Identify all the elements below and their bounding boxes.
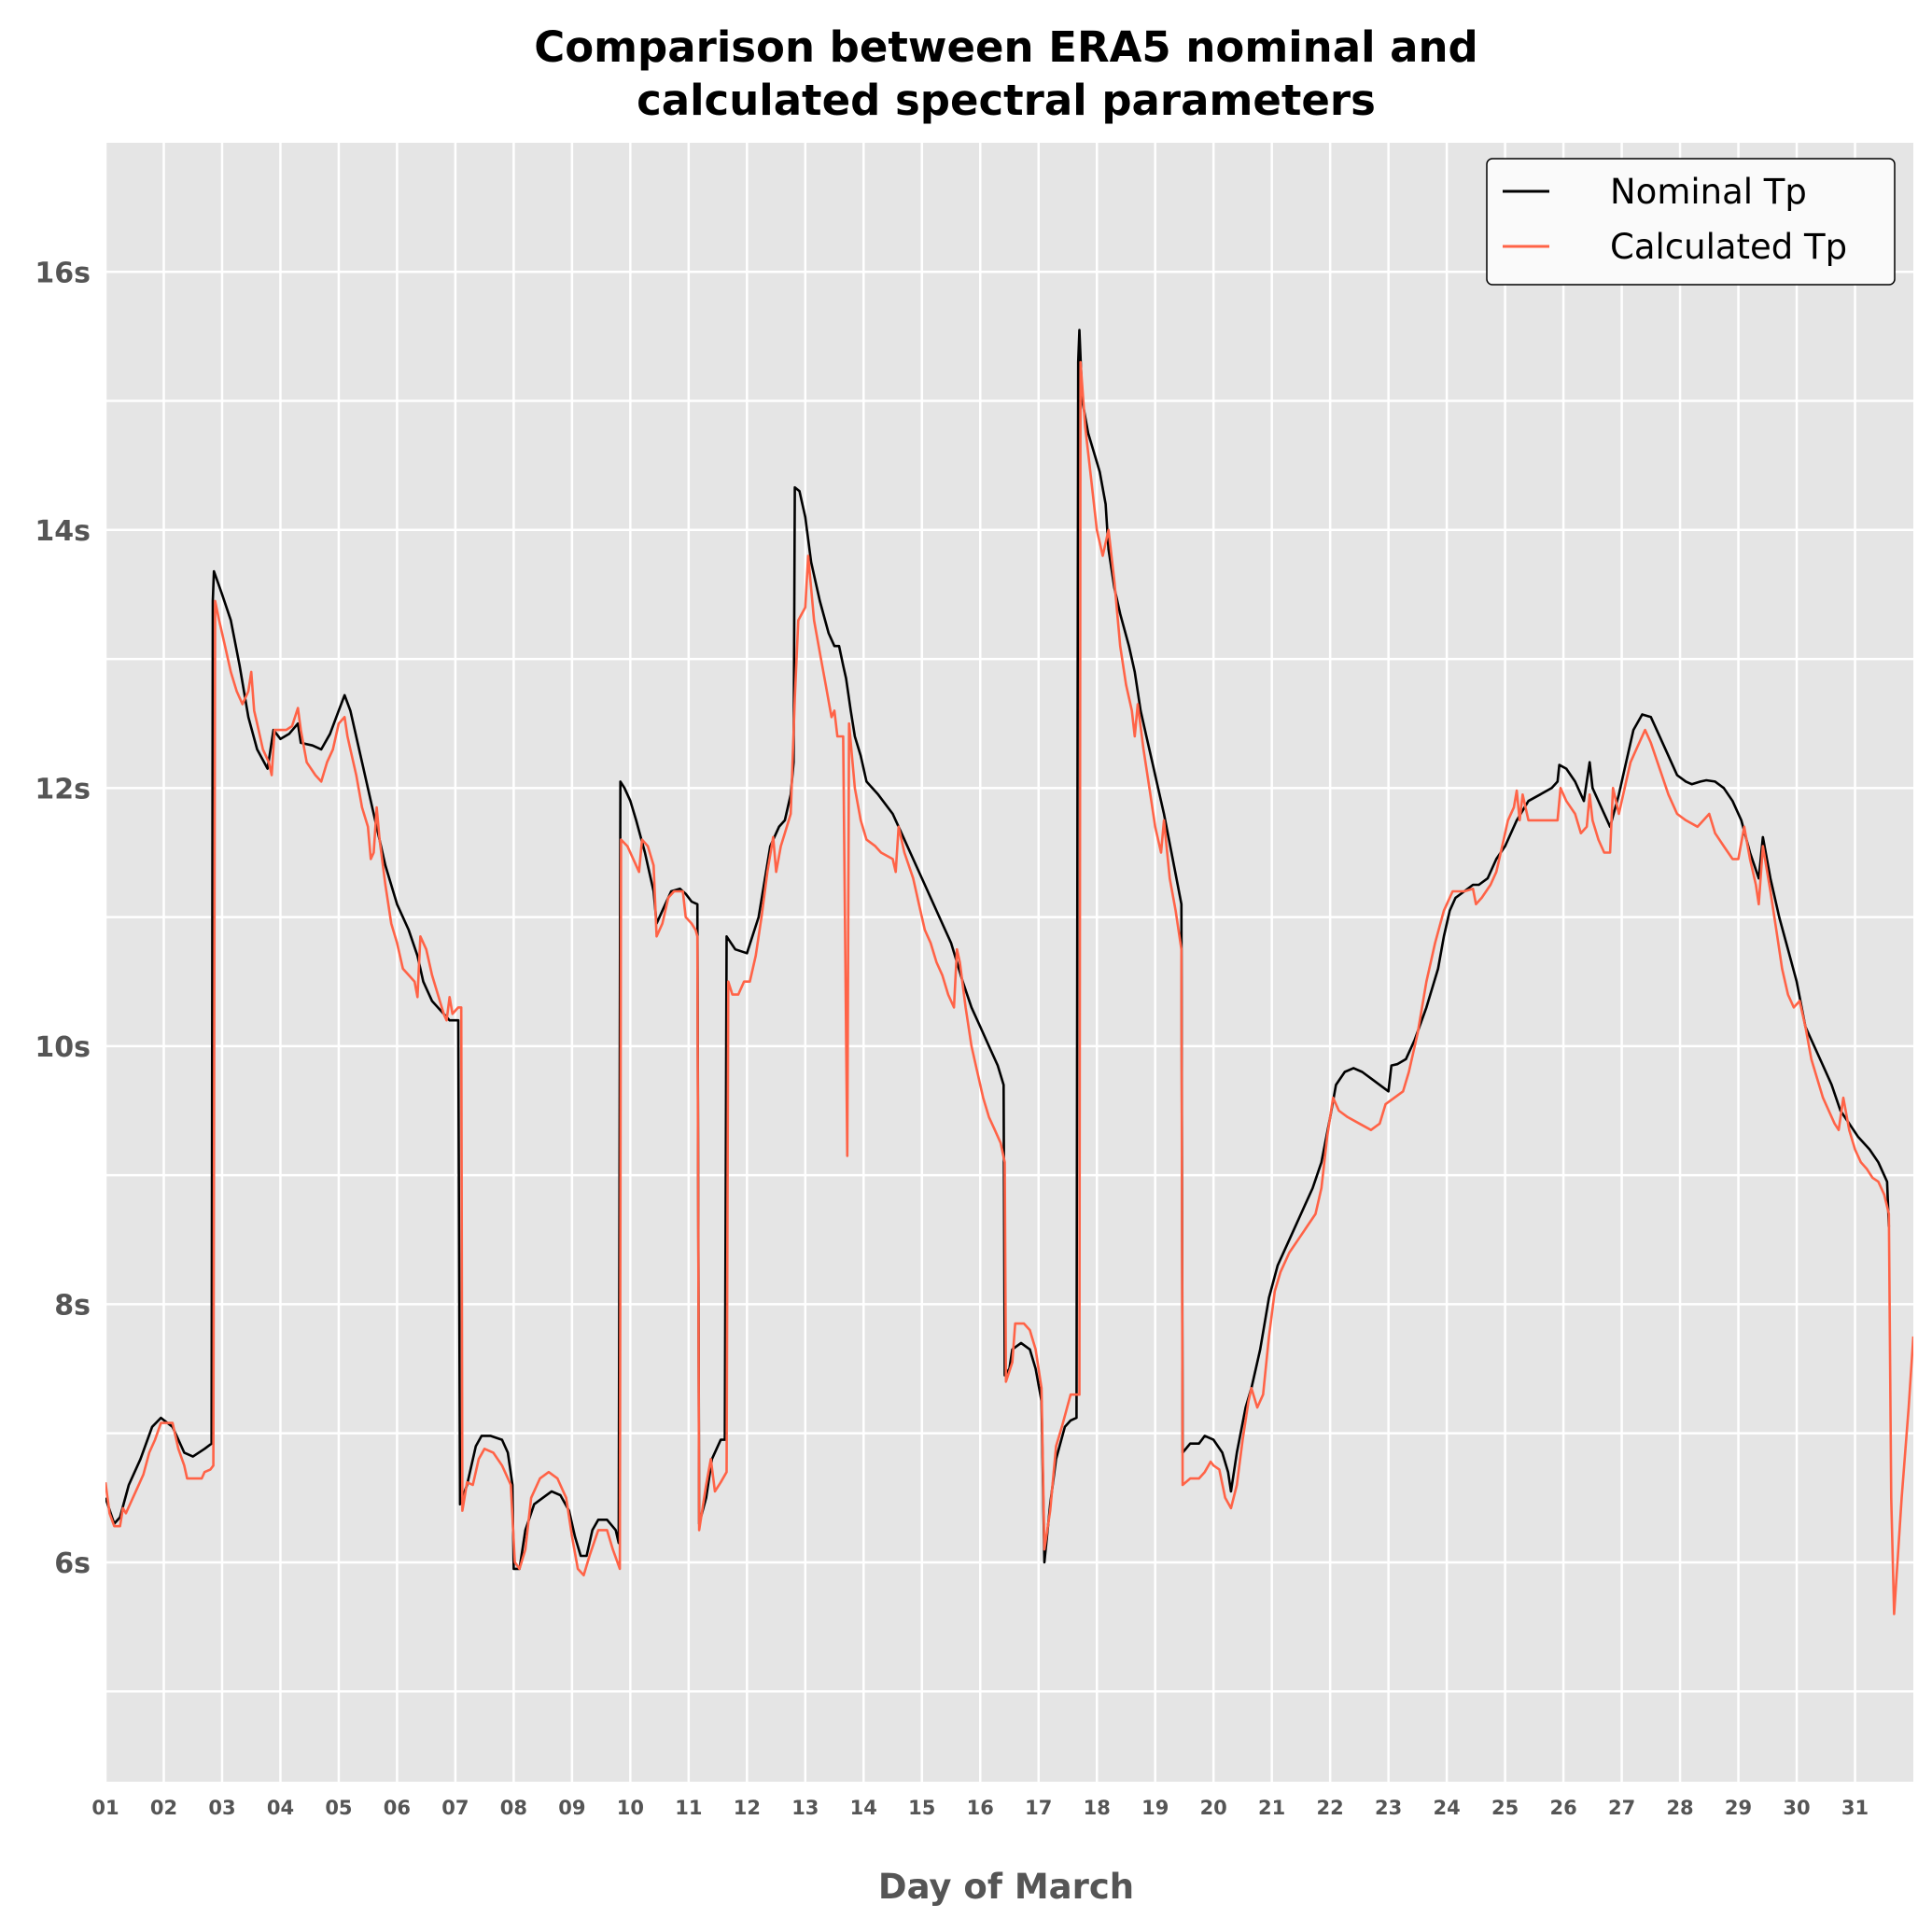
legend-label-calculated-tp: Calculated Tp <box>1610 227 1847 267</box>
x-tick-label: 15 <box>908 1797 935 1819</box>
x-tick-label: 09 <box>558 1797 585 1819</box>
x-tick-label: 18 <box>1084 1797 1111 1819</box>
series-layer <box>105 329 1913 1616</box>
plot-area <box>105 143 1913 1782</box>
y-tick-label: 12s <box>35 773 91 805</box>
x-tick-label: 17 <box>1025 1797 1052 1819</box>
x-tick-label: 31 <box>1841 1797 1869 1819</box>
x-tick-label: 24 <box>1434 1797 1461 1819</box>
x-tick-label: 13 <box>791 1797 819 1819</box>
x-tick-label: 07 <box>441 1797 469 1819</box>
series-line-calculated-tp <box>105 360 1913 1616</box>
x-tick-label: 05 <box>325 1797 352 1819</box>
x-tick-label: 02 <box>150 1797 177 1819</box>
x-tick-label: 30 <box>1783 1797 1810 1819</box>
x-tick-label: 06 <box>384 1797 411 1819</box>
x-tick-label: 21 <box>1258 1797 1285 1819</box>
x-tick-label: 23 <box>1375 1797 1402 1819</box>
x-tick-label: 27 <box>1608 1797 1635 1819</box>
x-tick-label: 26 <box>1549 1797 1576 1819</box>
y-tick-label: 8s <box>54 1289 91 1322</box>
x-tick-label: 11 <box>675 1797 702 1819</box>
x-axis: 01 02 03 04 05 06 07 08 09 10 11 12 13 14 15 16 17 18 19 20… <box>91 1797 1869 1819</box>
x-tick-label: 14 <box>850 1797 877 1819</box>
y-tick-label: 6s <box>54 1547 91 1580</box>
chart-title-line2: calculated spectral parameters <box>637 76 1376 125</box>
y-tick-label: 10s <box>35 1031 91 1064</box>
y-tick-label: 16s <box>35 257 91 289</box>
x-tick-label: 19 <box>1141 1797 1169 1819</box>
x-tick-label: 28 <box>1666 1797 1693 1819</box>
x-tick-label: 08 <box>500 1797 527 1819</box>
x-tick-label: 01 <box>91 1797 119 1819</box>
x-tick-label: 12 <box>734 1797 761 1819</box>
x-tick-label: 10 <box>617 1797 644 1819</box>
legend: Nominal Tp Calculated Tp <box>1486 158 1896 286</box>
x-tick-label: 20 <box>1200 1797 1227 1819</box>
chart-title-line1: Comparison between ERA5 nominal and <box>534 22 1478 72</box>
x-tick-label: 29 <box>1725 1797 1752 1819</box>
legend-box <box>1486 158 1896 286</box>
y-axis: 6s 8s 10s 12s 14s 16s <box>35 257 91 1580</box>
y-tick-label: 14s <box>35 515 91 548</box>
x-tick-label: 04 <box>267 1797 294 1819</box>
x-tick-label: 25 <box>1491 1797 1519 1819</box>
x-tick-label: 03 <box>208 1797 235 1819</box>
legend-label-nominal-tp: Nominal Tp <box>1610 172 1807 212</box>
x-tick-label: 22 <box>1317 1797 1344 1819</box>
x-axis-label: Day of March <box>878 1867 1134 1907</box>
x-tick-label: 16 <box>967 1797 994 1819</box>
